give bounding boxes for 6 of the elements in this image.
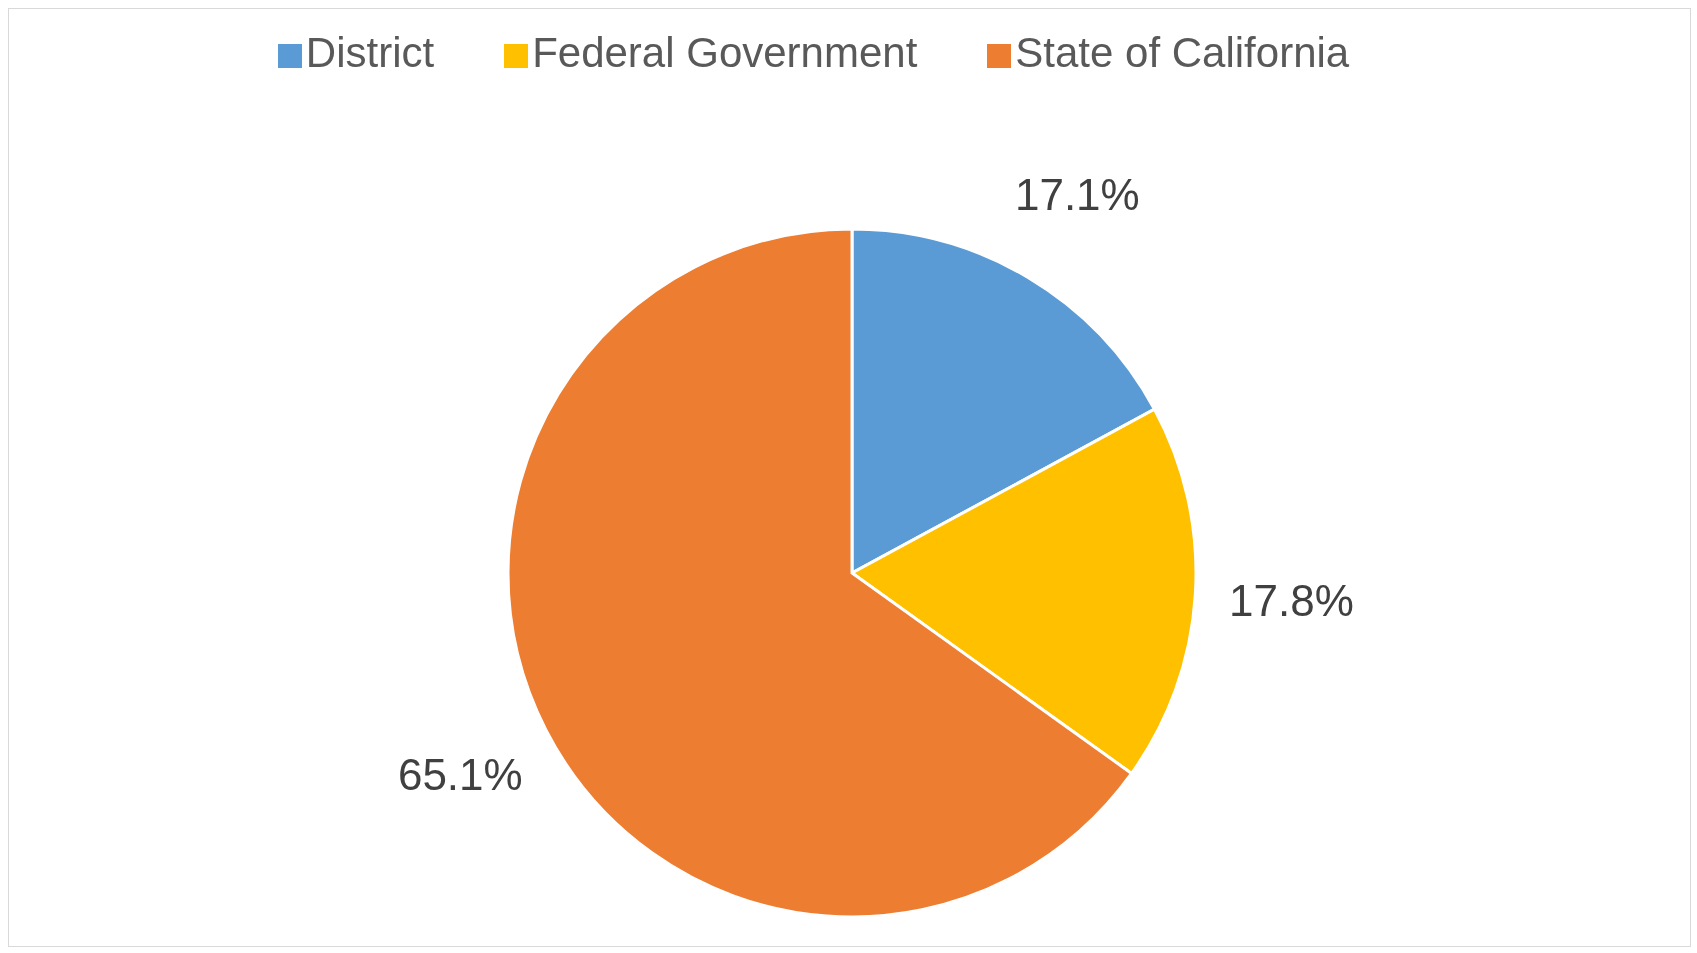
legend-label: State of California — [1015, 29, 1350, 76]
legend-label: District — [305, 29, 435, 76]
data-label: 17.8% — [1229, 576, 1354, 626]
data-label: 17.1% — [1014, 170, 1140, 220]
legend-label: Federal Government — [532, 29, 918, 76]
data-label: 65.1% — [397, 749, 523, 799]
